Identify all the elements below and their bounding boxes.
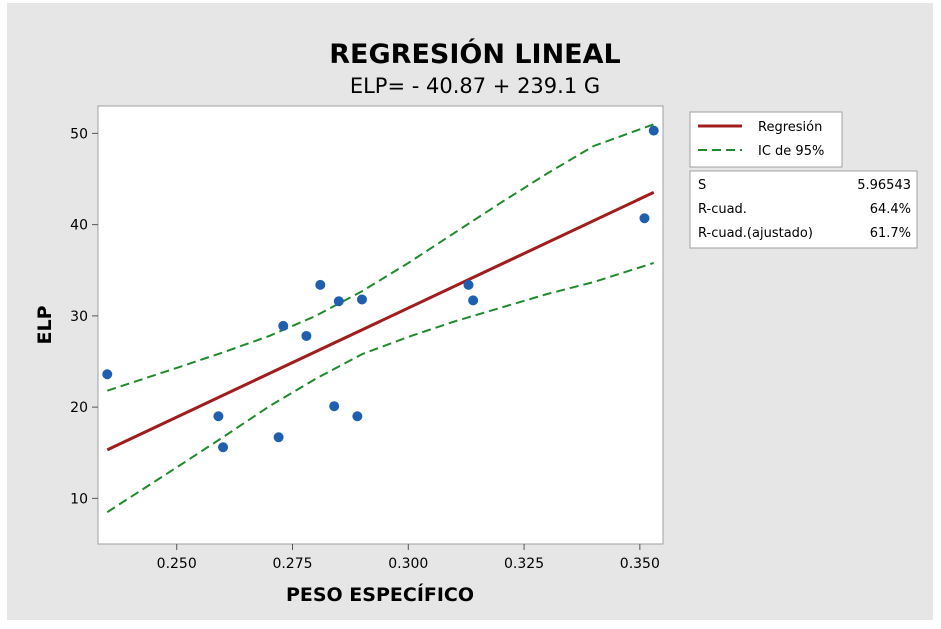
chart-svg: REGRESIÓN LINEAL ELP= - 40.87 + 239.1 G … (34, 38, 918, 606)
ci-upper-line (106, 123, 655, 392)
y-tick-label: 20 (70, 400, 88, 416)
data-point (352, 411, 363, 422)
chart-title: REGRESIÓN LINEAL (329, 38, 620, 70)
x-tick-label: 0.325 (504, 556, 544, 572)
stat-rsq-adj-value: 61.7% (870, 226, 911, 241)
data-point (102, 369, 113, 380)
data-point (329, 401, 340, 412)
x-axis: 0.250 0.275 0.300 0.325 0.350 (157, 544, 660, 572)
x-tick-label: 0.350 (620, 556, 660, 572)
data-point (301, 330, 312, 341)
data-point (356, 294, 367, 305)
chart-frame: REGRESIÓN LINEAL ELP= - 40.87 + 239.1 G … (7, 3, 933, 620)
plot-area (97, 105, 664, 545)
x-tick-label: 0.275 (272, 556, 312, 572)
stat-s-value: 5.96543 (857, 178, 911, 193)
y-tick-label: 40 (70, 218, 88, 234)
y-tick-label: 50 (70, 126, 88, 142)
data-point (218, 442, 229, 453)
chart-subtitle: ELP= - 40.87 + 239.1 G (350, 74, 600, 98)
ci-lower-line (106, 262, 655, 513)
x-tick-label: 0.300 (388, 556, 428, 572)
series-layer (102, 123, 659, 513)
legend-ci-label: IC de 95% (758, 144, 824, 159)
data-point (463, 279, 474, 290)
stat-rsq-adj-label: R-cuad.(ajustado) (698, 226, 813, 241)
data-point (333, 296, 344, 307)
x-axis-title: PESO ESPECÍFICO (286, 583, 474, 606)
data-point (648, 125, 659, 136)
stat-rsq-value: 64.4% (870, 202, 911, 217)
y-tick-label: 10 (70, 491, 88, 507)
data-point (639, 213, 650, 224)
y-axis-title: ELP (34, 305, 56, 344)
y-tick-label: 30 (70, 309, 88, 325)
stat-rsq-label: R-cuad. (698, 202, 747, 217)
data-point (468, 295, 479, 306)
y-axis: 10 20 30 40 50 (70, 126, 98, 507)
stat-s-label: S (698, 178, 706, 193)
legend-regression-label: Regresión (758, 120, 822, 135)
legend: Regresión IC de 95% (689, 111, 843, 168)
regression-line (106, 191, 655, 452)
data-point (278, 320, 289, 331)
x-tick-label: 0.250 (157, 556, 197, 572)
data-point (213, 411, 224, 422)
data-point (315, 279, 326, 290)
data-point (273, 432, 284, 443)
stats-table: S 5.96543 R-cuad. 64.4% R-cuad.(ajustado… (689, 170, 918, 249)
